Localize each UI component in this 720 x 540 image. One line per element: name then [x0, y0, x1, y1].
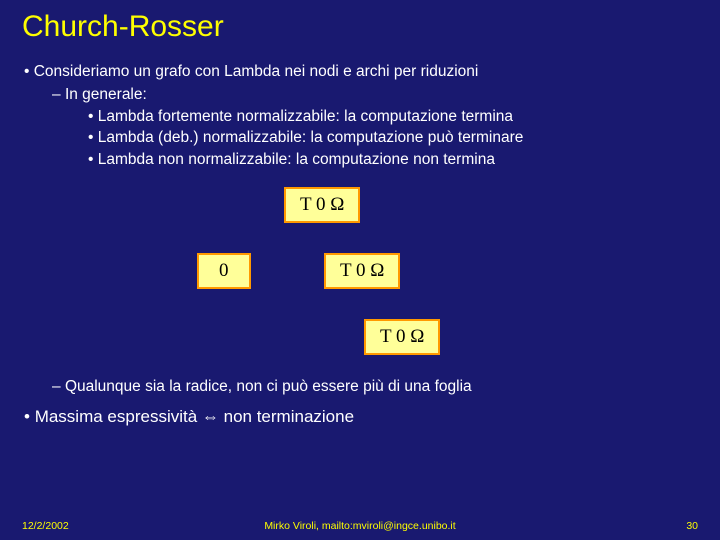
bullet-level1: • Consideriamo un grafo con Lambda nei n… [24, 62, 696, 81]
bullet-l3c-text: Lambda non normalizzabile: la computazio… [98, 151, 495, 168]
footer-page: 30 [686, 520, 698, 532]
bullet-level1b: • Massima espressività ⇔ non terminazion… [24, 406, 696, 427]
graph-node-mid: T 0 Ω [324, 253, 400, 289]
slide-title: Church-Rosser [0, 0, 720, 44]
bullet-level2: – In generale: [52, 85, 696, 104]
bullet-level3b: • Lambda (deb.) normalizzabile: la compu… [88, 128, 696, 147]
footer-author: Mirko Viroli, mailto:mviroli@ingce.unibo… [0, 520, 720, 532]
graph-diagram: T 0 Ω 0 T 0 Ω T 0 Ω [24, 187, 696, 363]
bullet-l1b-text: Massima espressività ⇔ non terminazione [35, 407, 354, 426]
graph-node-top: T 0 Ω [284, 187, 360, 223]
bullet-l1-text: Consideriamo un grafo con Lambda nei nod… [34, 63, 479, 80]
graph-node-bottom: T 0 Ω [364, 319, 440, 355]
bullet-level3c: • Lambda non normalizzabile: la computaz… [88, 150, 696, 169]
graph-node-leaf: 0 [197, 253, 251, 289]
bullet-l2-text: In generale: [65, 86, 147, 103]
bullet-l3a-text: Lambda fortemente normalizzabile: la com… [98, 108, 513, 125]
bullet-l3b-text: Lambda (deb.) normalizzabile: la computa… [98, 129, 524, 146]
bullet-level3a: • Lambda fortemente normalizzabile: la c… [88, 107, 696, 126]
slide-content: • Consideriamo un grafo con Lambda nei n… [0, 44, 720, 428]
bullet-after-text: Qualunque sia la radice, non ci può esse… [65, 378, 472, 395]
bullet-after: – Qualunque sia la radice, non ci può es… [52, 377, 696, 396]
